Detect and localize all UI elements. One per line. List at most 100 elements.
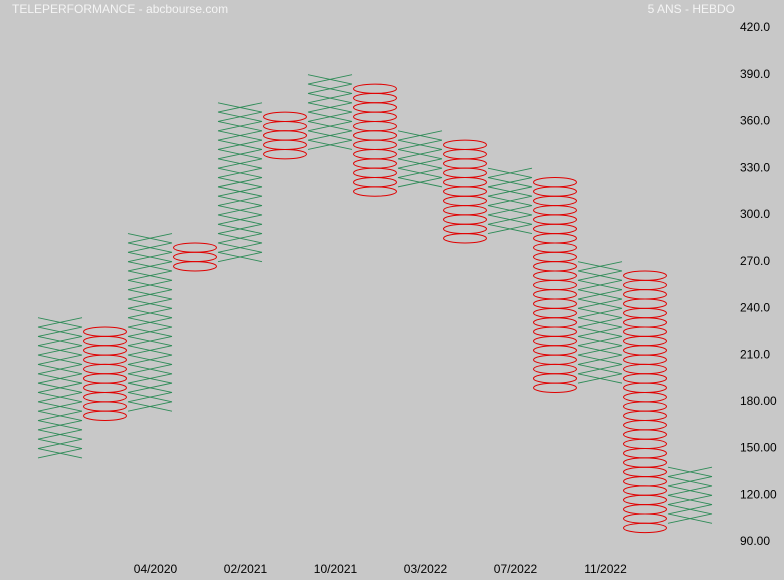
x-stroke	[217, 139, 263, 150]
x-stroke	[127, 270, 173, 281]
x-stroke	[217, 177, 263, 188]
x-column	[307, 74, 353, 150]
o-mark	[623, 270, 667, 281]
x-stroke	[127, 317, 173, 328]
x-tick-label: 02/2021	[224, 562, 268, 576]
o-column	[263, 111, 307, 160]
y-tick-label: 150.00	[740, 441, 777, 455]
x-stroke	[577, 326, 623, 337]
x-stroke	[307, 74, 353, 85]
o-mark	[263, 111, 307, 122]
x-stroke	[487, 205, 533, 216]
x-stroke	[667, 466, 713, 478]
x-stroke	[37, 317, 83, 328]
x-stroke	[127, 335, 173, 347]
x-column	[667, 466, 713, 524]
x-stroke	[577, 270, 623, 281]
x-stroke	[397, 130, 443, 141]
x-stroke	[307, 83, 353, 94]
x-stroke	[127, 382, 173, 393]
x-stroke	[577, 307, 623, 319]
x-stroke	[127, 401, 173, 412]
x-stroke	[397, 158, 443, 169]
x-stroke	[487, 167, 533, 178]
x-stroke	[127, 345, 173, 356]
x-stroke	[217, 121, 263, 132]
x-stroke	[37, 382, 83, 393]
y-tick-label: 240.0	[740, 301, 770, 315]
x-stroke	[397, 177, 443, 188]
x-stroke	[487, 177, 533, 188]
x-stroke	[577, 298, 623, 309]
x-column	[127, 233, 173, 412]
y-tick-label: 360.0	[740, 114, 770, 128]
x-stroke	[127, 261, 173, 272]
x-stroke	[127, 373, 173, 384]
x-stroke	[217, 195, 263, 207]
chart-subtitle: 5 ANS - HEBDO	[648, 2, 735, 16]
x-stroke	[487, 195, 533, 207]
x-stroke	[37, 326, 83, 337]
x-stroke	[127, 233, 173, 244]
x-column	[37, 317, 83, 459]
x-stroke	[577, 279, 623, 291]
o-column	[623, 270, 667, 534]
x-stroke	[577, 261, 623, 272]
x-stroke	[37, 373, 83, 384]
x-stroke	[667, 513, 713, 524]
x-stroke	[307, 139, 353, 150]
y-tick-label: 330.0	[740, 160, 770, 174]
x-stroke	[397, 149, 443, 160]
x-tick-label: 07/2022	[494, 562, 538, 576]
x-stroke	[37, 335, 83, 347]
x-stroke	[217, 130, 263, 141]
x-stroke	[307, 121, 353, 132]
x-stroke	[307, 130, 353, 141]
x-stroke	[667, 476, 713, 487]
x-stroke	[217, 186, 263, 197]
y-tick-label: 210.0	[740, 347, 770, 361]
x-stroke	[667, 485, 713, 496]
x-stroke	[37, 410, 83, 421]
x-stroke	[217, 214, 263, 225]
x-column	[397, 130, 443, 188]
x-stroke	[127, 326, 173, 337]
x-stroke	[217, 149, 263, 160]
y-tick-label: 180.00	[740, 394, 777, 408]
o-column	[173, 242, 217, 272]
x-stroke	[127, 298, 173, 309]
o-mark	[533, 177, 577, 188]
x-column	[577, 261, 623, 384]
x-stroke	[217, 111, 263, 122]
y-tick-label: 300.0	[740, 207, 770, 221]
x-stroke	[37, 345, 83, 356]
x-stroke	[577, 373, 623, 384]
x-stroke	[577, 354, 623, 365]
x-stroke	[127, 354, 173, 365]
x-tick-label: 03/2022	[404, 562, 448, 576]
x-stroke	[37, 354, 83, 365]
x-stroke	[307, 111, 353, 122]
x-stroke	[127, 392, 173, 403]
x-stroke	[217, 251, 263, 263]
x-stroke	[37, 420, 83, 431]
x-stroke	[487, 186, 533, 197]
x-stroke	[127, 242, 173, 253]
x-tick-label: 11/2022	[584, 562, 627, 576]
x-column	[487, 167, 533, 235]
x-stroke	[307, 102, 353, 113]
x-stroke	[487, 223, 533, 235]
x-stroke	[667, 494, 713, 506]
x-stroke	[577, 335, 623, 347]
o-column	[83, 326, 127, 422]
x-stroke	[397, 139, 443, 150]
o-mark	[173, 242, 217, 253]
x-stroke	[217, 223, 263, 235]
x-stroke	[37, 438, 83, 449]
x-stroke	[37, 363, 83, 375]
x-stroke	[127, 279, 173, 291]
x-stroke	[667, 504, 713, 515]
